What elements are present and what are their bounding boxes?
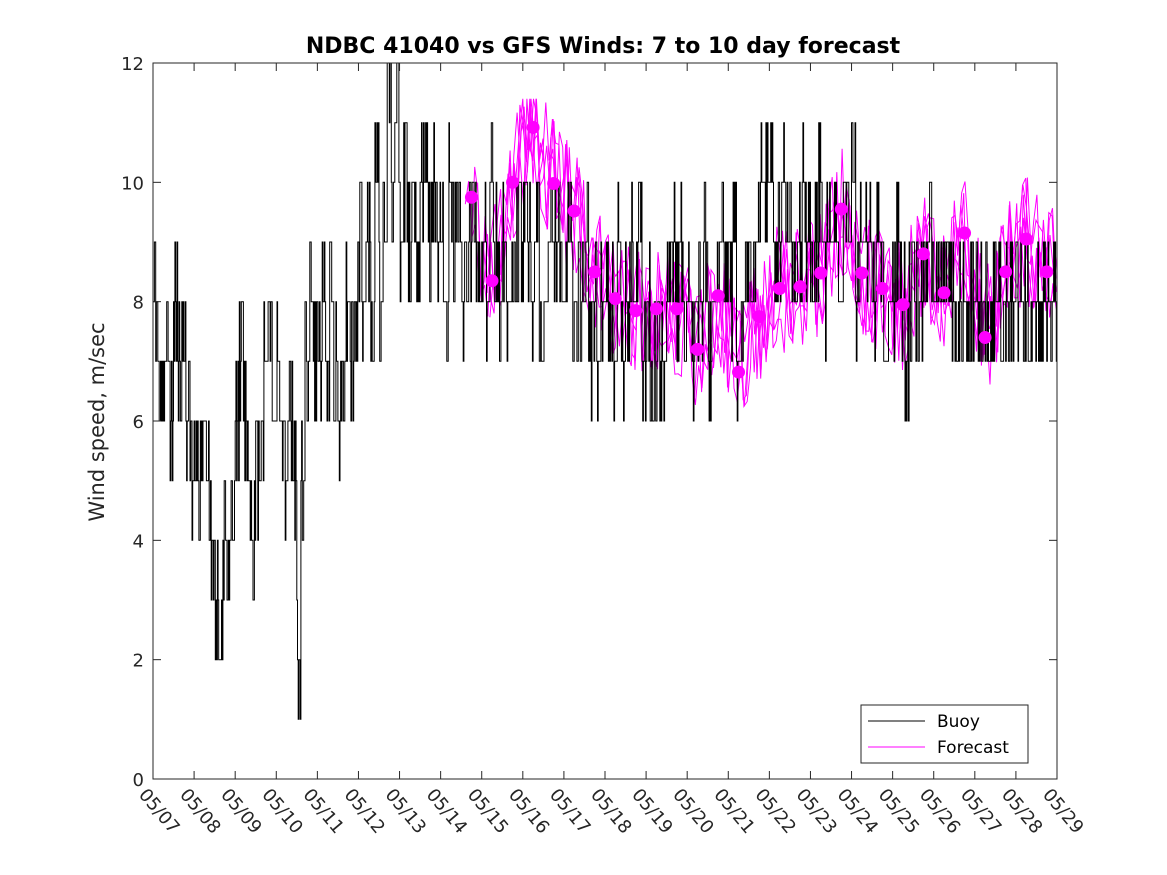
forecast-point: [752, 310, 766, 324]
legend: Buoy Forecast: [860, 704, 1029, 764]
forecast-point: [875, 282, 889, 296]
forecast-point: [464, 190, 478, 204]
y-tick-label: 12: [121, 54, 144, 75]
forecast-point: [506, 175, 520, 189]
forecast-point: [937, 286, 951, 300]
y-tick-label: 10: [121, 173, 144, 194]
forecast-point: [567, 204, 581, 218]
forecast-point: [485, 274, 499, 288]
forecast-point: [711, 289, 725, 303]
forecast-point: [732, 365, 746, 379]
forecast-point: [547, 177, 561, 191]
forecast-point: [793, 280, 807, 294]
y-tick-label: 8: [133, 293, 144, 314]
buoy-series: [153, 62, 1057, 720]
forecast-point: [773, 282, 787, 296]
forecast-point: [814, 266, 828, 280]
forecast-point: [916, 247, 930, 261]
forecast-point: [999, 265, 1013, 279]
forecast-point: [1019, 232, 1033, 246]
forecast-point: [855, 266, 869, 280]
legend-buoy-label: Buoy: [937, 712, 980, 732]
forecast-point: [670, 302, 684, 316]
y-tick-label: 6: [133, 412, 144, 433]
forecast-point: [526, 120, 540, 134]
legend-forecast-label: Forecast: [937, 738, 1009, 758]
y-tick-label: 0: [133, 770, 144, 791]
forecast-point: [896, 298, 910, 312]
forecast-point: [978, 330, 992, 344]
chart-title: NDBC 41040 vs GFS Winds: 7 to 10 day for…: [306, 34, 901, 59]
legend-box: [860, 704, 1029, 764]
forecast-markers: [464, 120, 1054, 379]
forecast-point: [629, 304, 643, 318]
forecast-point: [834, 202, 848, 216]
y-tick-label: 2: [133, 651, 144, 672]
forecast-point: [1040, 265, 1054, 279]
forecast-point: [690, 342, 704, 356]
y-axis-label: Wind speed, m/sec: [85, 322, 109, 521]
forecast-line: [489, 98, 1056, 401]
forecast-point: [608, 292, 622, 306]
forecast-point: [649, 302, 663, 316]
forecast-point: [958, 226, 972, 240]
forecast-point: [588, 265, 602, 279]
y-axis: 0 2 4 6 8 10 12: [121, 54, 1057, 791]
y-tick-label: 4: [133, 531, 144, 552]
forecast-line: [477, 98, 1057, 408]
buoy-line: [153, 62, 1057, 720]
